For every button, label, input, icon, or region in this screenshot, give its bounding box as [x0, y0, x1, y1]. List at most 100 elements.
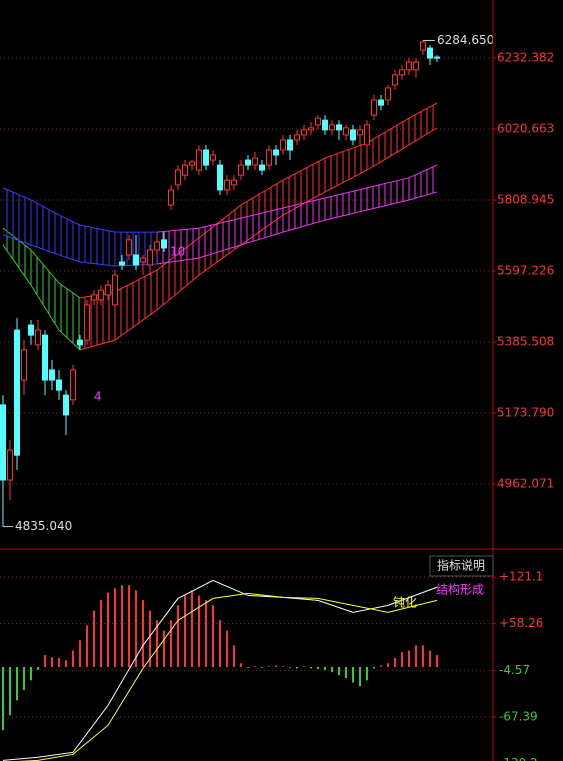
y-tick-label: 5385.508: [497, 334, 554, 348]
candle-body: [175, 169, 181, 186]
indicator-button[interactable]: 指标说明: [429, 555, 494, 577]
candle-body: [343, 127, 349, 136]
candle-body: [7, 449, 13, 481]
annotation: 钝化: [393, 596, 417, 610]
candle-body: [231, 179, 237, 186]
band-fill: [3, 228, 80, 350]
histogram-bar: [310, 666, 312, 669]
candle-body: [133, 254, 139, 266]
band-upper: [156, 164, 438, 233]
histogram-bar: [324, 666, 326, 670]
y-tick-label: 4962.071: [497, 476, 554, 490]
candle-body: [357, 129, 363, 136]
button-label[interactable]: 指标说明: [437, 558, 485, 573]
candle-body: [49, 369, 55, 381]
candle-body: [182, 164, 188, 176]
candle-body: [56, 379, 62, 391]
candle-body: [399, 69, 405, 76]
histogram-bar: [205, 600, 207, 667]
candle-body: [245, 159, 251, 166]
histogram-bar: [226, 630, 228, 667]
histogram-bar: [408, 650, 410, 667]
histogram-bar: [303, 666, 305, 667]
histogram-bar: [247, 666, 249, 668]
histogram-bar: [373, 666, 375, 669]
histogram-bar: [128, 585, 130, 667]
candle-body: [273, 149, 279, 156]
annotation: 10: [170, 245, 185, 259]
candle-body: [91, 294, 97, 301]
candle-body: [259, 164, 265, 171]
histogram-bar: [184, 595, 186, 667]
histogram-bar: [16, 666, 18, 701]
candle-body: [224, 179, 230, 191]
candle-body: [147, 249, 153, 266]
annotation: 结构形成: [436, 582, 484, 597]
candle-body: [315, 117, 321, 126]
histogram-bar: [387, 663, 389, 667]
histogram-bar: [170, 620, 172, 667]
histogram-bar: [156, 620, 158, 667]
band-lower: [2, 244, 81, 351]
y-tick-label: +121.1: [499, 570, 543, 584]
y-tick-label: -67.39: [499, 710, 538, 724]
candle-body: [0, 404, 6, 481]
candle-body: [266, 149, 272, 166]
candle-body: [42, 334, 48, 381]
plot-layer: 6232.382 6020.663 5808.945 5597.226 5385.508…: [0, 33, 554, 761]
candle-body: [189, 161, 195, 166]
histogram-bar: [135, 590, 137, 667]
histogram-bar: [436, 655, 438, 667]
candle-body: [35, 329, 41, 346]
candle-body: [210, 154, 216, 161]
candle-body: [308, 127, 314, 131]
histogram-bar: [149, 610, 151, 667]
candle-body: [420, 41, 426, 51]
band-lower: [156, 191, 438, 265]
candle-body: [203, 149, 209, 166]
max-label: 6284.650: [437, 33, 494, 47]
histogram-bar: [163, 630, 165, 667]
candle-body: [406, 61, 412, 71]
candle-body: [252, 157, 258, 166]
histogram-bar: [79, 640, 81, 667]
histogram-bar: [254, 666, 256, 667]
candle-body: [434, 56, 440, 59]
candle-body: [371, 99, 377, 116]
candle-body: [294, 134, 300, 141]
histogram-bar: [415, 645, 417, 667]
candle-body: [280, 139, 286, 151]
histogram-bar: [51, 657, 53, 667]
band-fill: [3, 187, 157, 267]
histogram-bar: [100, 600, 102, 667]
histogram-bar: [422, 645, 424, 667]
candle-body: [385, 87, 391, 101]
candle-body: [217, 164, 223, 191]
histogram-bar: [44, 655, 46, 667]
histogram-bar: [58, 658, 60, 667]
candle-body: [154, 241, 160, 251]
histogram-bar: [366, 666, 368, 681]
candle-body: [364, 124, 370, 146]
y-tick-label: 6232.382: [497, 50, 554, 64]
histogram-bar: [72, 650, 74, 667]
histogram-bar: [219, 620, 221, 667]
y-tick-label: -4.57: [499, 663, 530, 677]
y-tick-label: 5597.226: [497, 263, 554, 277]
candle-body: [84, 304, 90, 341]
histogram-bar: [352, 666, 354, 683]
histogram-bar: [401, 652, 403, 667]
histogram-bar: [429, 650, 431, 667]
histogram-bar: [317, 666, 319, 670]
candle-body: [98, 289, 104, 301]
histogram-bar: [9, 666, 11, 716]
y-tick-label: -130.2: [499, 756, 538, 761]
candle-body: [301, 129, 307, 136]
macd-line: [17, 592, 438, 761]
button-frame[interactable]: [429, 555, 494, 577]
candle-body: [21, 349, 27, 381]
candle-body: [112, 274, 118, 306]
candle-body: [140, 257, 146, 263]
